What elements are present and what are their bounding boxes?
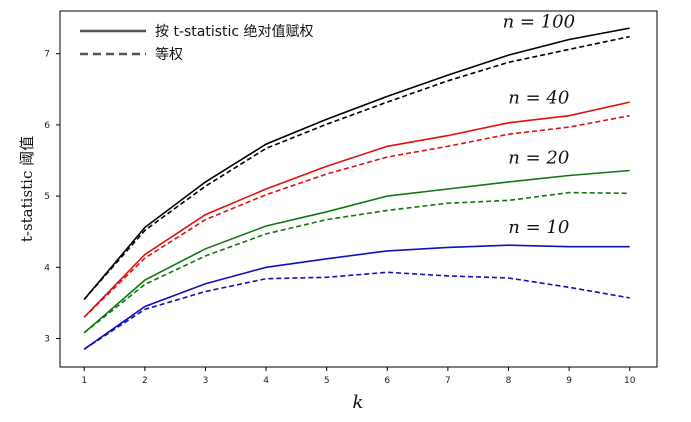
y-axis-ticks: 3 4 5 6 7 <box>44 50 60 345</box>
x-tick-label: 5 <box>324 376 330 386</box>
line-n40-weighted <box>83 101 630 318</box>
series-label-n20: n = 20 <box>508 147 569 168</box>
legend: 按 t-statistic 绝对值赋权 等权 <box>80 24 314 63</box>
plot-area <box>59 10 658 368</box>
x-tick-label: 3 <box>203 376 209 386</box>
legend-label-weighted: 按 t-statistic 绝对值赋权 <box>155 24 314 40</box>
x-tick-label: 9 <box>566 376 572 386</box>
x-axis-label: k <box>353 392 364 413</box>
series-label-n100: n = 100 <box>503 11 575 32</box>
x-axis-ticks: 1 2 3 4 5 6 7 8 9 10 <box>81 367 636 386</box>
line-n40-equal <box>83 114 630 318</box>
series-label-n10: n = 10 <box>508 217 569 238</box>
line-n20-weighted <box>83 169 630 334</box>
x-tick-label: 4 <box>263 376 269 386</box>
x-tick-label: 7 <box>445 376 451 386</box>
line-n10-weighted <box>83 244 630 350</box>
series-lines <box>83 27 630 350</box>
y-tick-label: 4 <box>44 263 50 273</box>
series-labels: n = 100 n = 40 n = 20 n = 10 <box>503 11 575 238</box>
x-tick-label: 10 <box>624 376 636 386</box>
line-n10-equal <box>83 271 630 350</box>
line-n100-equal <box>83 35 630 300</box>
x-tick-label: 1 <box>81 376 87 386</box>
series-label-n40: n = 40 <box>508 88 569 109</box>
x-tick-label: 6 <box>384 376 390 386</box>
line-n20-equal <box>83 191 630 334</box>
y-tick-label: 6 <box>44 121 50 131</box>
x-tick-label: 8 <box>506 376 512 386</box>
y-tick-label: 7 <box>44 50 50 60</box>
x-tick-label: 2 <box>142 376 148 386</box>
y-tick-label: 3 <box>44 335 50 345</box>
line-n100-weighted <box>83 27 630 300</box>
y-axis-label: t-statistic 阈值 <box>18 136 36 242</box>
legend-label-equal: 等权 <box>155 46 183 63</box>
y-tick-label: 5 <box>44 192 50 202</box>
